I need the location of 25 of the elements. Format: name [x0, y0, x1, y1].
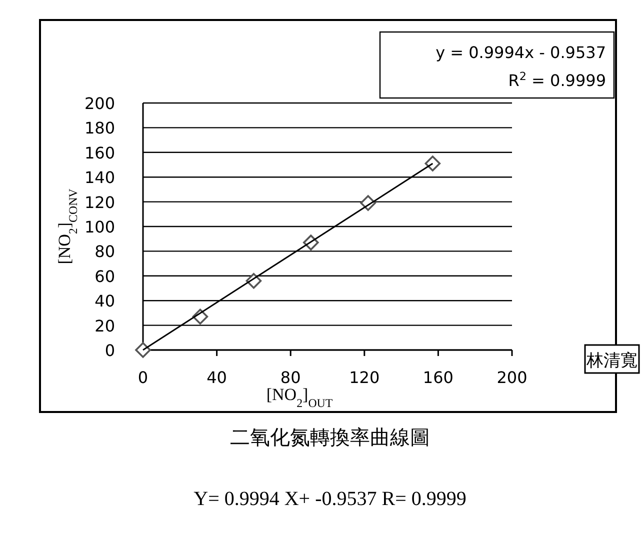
point — [424, 156, 441, 172]
y-tick-label: 160 — [84, 143, 115, 162]
x-tick-label: 0 — [138, 368, 148, 387]
x-tick-label: 40 — [206, 368, 227, 387]
y-tick-label: 180 — [84, 118, 115, 138]
text: y = 0.9994x - 0.9537 — [436, 43, 606, 62]
x-tick-label: 160 — [422, 368, 454, 387]
y-tick-label: 40 — [94, 292, 115, 311]
y-tick-label: 20 — [94, 316, 115, 336]
point — [135, 342, 151, 358]
x-tick-label: 200 — [496, 368, 528, 387]
text: 二氧化氮轉換率曲線圖 — [230, 427, 430, 449]
y-tick-label: 100 — [84, 218, 115, 236]
y-tick-label: 0 — [104, 341, 115, 360]
text: 林清寬 — [586, 351, 638, 370]
y-tick-label: 60 — [94, 266, 115, 286]
x-axis-title: [NO$_{2}$]$_{OUT}$ — [266, 385, 334, 410]
text: R$^{2}$ = 0.9999 — [508, 70, 606, 90]
x-tick-label: 80 — [280, 368, 301, 387]
y-tick-label: 140 — [84, 168, 115, 188]
y-tick-label: 80 — [94, 242, 115, 262]
x-tick-label: 120 — [349, 368, 380, 387]
text: Y= 0.9994 X+ -0.9537 R= 0.9999 — [194, 488, 466, 510]
y-tick-label: 120 — [84, 192, 115, 212]
y-tick-label: 200 — [84, 94, 115, 113]
